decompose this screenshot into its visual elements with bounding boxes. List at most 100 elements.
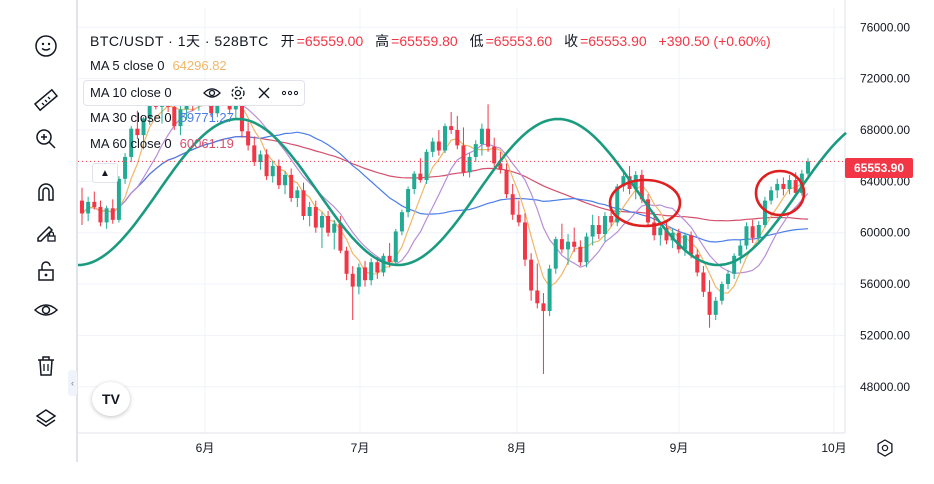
candle-body — [246, 131, 251, 146]
ma30-legend[interactable]: MA 30 close 0 59771.27 — [90, 108, 236, 128]
x-tick-label: 9月 — [670, 441, 689, 455]
pencil-lock-icon[interactable] — [28, 217, 64, 247]
collapse-toolbar-button[interactable]: ‹ — [68, 370, 77, 396]
candle-body — [430, 141, 435, 152]
candle-body — [338, 223, 343, 251]
ma60-legend[interactable]: MA 60 close 0 60061.19 — [90, 134, 236, 154]
collapse-legend-chevron-icon[interactable]: ▲ — [92, 163, 118, 183]
candle-body — [129, 128, 134, 157]
candle-body — [578, 246, 583, 263]
ma30-label: MA 30 close 0 — [90, 110, 172, 125]
candle-body — [498, 163, 503, 170]
candle-body — [233, 104, 238, 110]
ma10-legend[interactable]: MA 10 close 0 — [83, 80, 305, 106]
candle-body — [689, 235, 694, 255]
more-options-icon[interactable] — [280, 83, 300, 103]
candle-body — [301, 190, 306, 217]
circle-annotation-2 — [754, 169, 806, 217]
candle-body — [486, 128, 491, 147]
candle-body — [492, 146, 497, 164]
chart-settings-gear-icon[interactable] — [874, 437, 896, 459]
trash-icon[interactable] — [28, 351, 64, 381]
candle-body — [270, 165, 275, 177]
candle-body — [461, 145, 466, 173]
eye-icon[interactable] — [28, 295, 64, 325]
y-tick-label: 68000.00 — [860, 123, 910, 137]
candle-body — [762, 200, 767, 225]
candle-body — [479, 128, 484, 145]
y-tick-label: 72000.00 — [860, 72, 910, 86]
candle-body — [104, 208, 109, 223]
candle-body — [713, 300, 718, 315]
candle-body — [406, 189, 411, 213]
unlock-icon[interactable] — [28, 256, 64, 286]
candle-body — [572, 241, 577, 247]
candle-body — [738, 245, 743, 256]
x-tick-label: 6月 — [196, 441, 215, 455]
candle-body — [393, 231, 398, 263]
candle-body — [541, 303, 546, 312]
candle-body — [682, 235, 687, 250]
candle-body — [92, 201, 97, 208]
candle-body — [787, 180, 792, 190]
zoom-in-icon[interactable] — [28, 124, 64, 154]
candle-body — [621, 176, 626, 187]
ma5-label: MA 5 close 0 — [90, 58, 165, 73]
candle-body — [781, 183, 786, 190]
x-tick-label: 10月 — [821, 441, 846, 455]
candle-body — [424, 151, 429, 181]
candle-body — [178, 109, 183, 127]
y-tick-label: 60000.00 — [860, 226, 910, 240]
candle-body — [652, 222, 657, 236]
remove-close-icon[interactable] — [254, 83, 274, 103]
candle-body — [375, 262, 380, 273]
candle-body — [313, 207, 318, 228]
candle-body — [307, 207, 312, 217]
candle-body — [516, 214, 521, 223]
candle-body — [566, 241, 571, 250]
tradingview-logo[interactable]: TV — [92, 382, 130, 416]
candle-body — [239, 104, 244, 132]
candle-body — [756, 224, 761, 238]
x-tick-label: 7月 — [351, 441, 370, 455]
low-label: 低 — [469, 33, 484, 49]
candle-body — [110, 208, 115, 220]
candle-body — [676, 232, 681, 250]
x-tick-label: 8月 — [508, 441, 527, 455]
candle-body — [412, 173, 417, 190]
ma5-value: 64296.82 — [172, 58, 227, 73]
ruler-icon[interactable] — [28, 85, 64, 115]
y-tick-label: 48000.00 — [860, 380, 910, 394]
ma60-value: 60061.19 — [179, 136, 234, 151]
left-toolbar — [0, 0, 76, 462]
candle-body — [276, 165, 281, 186]
candle-body — [344, 250, 349, 274]
emoji-icon[interactable] — [28, 31, 64, 61]
settings-gear-icon[interactable] — [228, 83, 248, 103]
visibility-eye-icon[interactable] — [202, 83, 222, 103]
close-value: =65553.90 — [580, 33, 647, 49]
ma10-label: MA 10 close 0 — [90, 85, 172, 100]
symbol-title[interactable]: BTC/USDT · 1天 · 528BTC — [90, 33, 269, 49]
candle-body — [80, 200, 84, 214]
change-value: +390.50 (+0.60%) — [658, 33, 771, 49]
magnet-icon[interactable] — [28, 177, 64, 207]
toolbar-divider — [76, 0, 78, 462]
candle-body — [553, 239, 558, 269]
candle-body — [510, 194, 515, 215]
candle-body — [350, 273, 355, 287]
candle-body — [209, 100, 214, 114]
candle-body — [326, 216, 331, 233]
candle-body — [590, 224, 595, 237]
candle-body — [319, 216, 324, 228]
candle-body — [252, 145, 257, 163]
candle-body — [289, 174, 294, 199]
candle-body — [701, 272, 706, 292]
ma5-legend[interactable]: MA 5 close 0 64296.82 — [90, 56, 229, 76]
layers-icon[interactable] — [28, 404, 64, 434]
candle-body — [596, 224, 601, 234]
candle-body — [399, 212, 404, 232]
candle-body — [387, 255, 392, 263]
close-label: 收 — [564, 33, 579, 49]
y-tick-label: 52000.00 — [860, 328, 910, 342]
